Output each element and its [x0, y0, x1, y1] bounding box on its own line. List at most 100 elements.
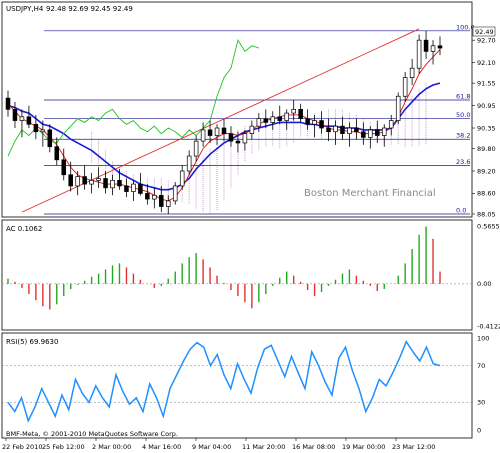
trendline-segment — [21, 28, 420, 213]
ac-tick-label: -0.4122 — [477, 322, 500, 330]
candle-bear — [277, 116, 283, 121]
last-price-label: 92.49 — [475, 28, 494, 36]
time-tick-label: 4 Mar 16:00 — [142, 443, 181, 451]
time-tick-label: 23 Mar 12:00 — [392, 443, 435, 451]
candle-bear — [235, 140, 241, 144]
candle-bear — [159, 194, 164, 207]
candle-bull — [388, 120, 394, 129]
price-tick-label: 91.55 — [477, 79, 496, 87]
rsi-title: RSI(5) 69.9630 — [6, 338, 58, 346]
ac-tick-label: 0.00 — [477, 280, 491, 288]
time-tick-label: 25 Feb 12:00 — [42, 443, 85, 451]
time-tick-label: 22 Feb 2010 — [2, 443, 42, 451]
price-tick-label: 92.70 — [477, 36, 496, 44]
time-tick-label: 16 Mar 08:00 — [292, 443, 335, 451]
candle-bull — [242, 133, 248, 144]
candle-bull — [186, 155, 192, 172]
candle-bear — [117, 180, 122, 187]
candle-bull — [193, 140, 199, 157]
fibo-label: 0.0 — [456, 207, 466, 215]
candle-bull — [200, 129, 206, 142]
candle-bull — [395, 95, 401, 121]
rsi-tick-label: 100 — [477, 334, 489, 342]
chikou-span-line — [7, 39, 259, 157]
watermark-text: Boston Merchant Financial — [304, 188, 436, 199]
fibo-label: 50.0 — [456, 111, 470, 119]
candle-bear — [361, 131, 366, 138]
copyright-text: BMF-Meta, © 2001-2010 MetaQuotes Softwar… — [6, 430, 178, 438]
candle-bull — [312, 120, 317, 125]
candle-bull — [152, 194, 157, 200]
time-axis: 22 Feb 2010 25 Feb 12:00 2 Mar 00:00 4 Mar … — [2, 438, 435, 451]
candle-bear — [124, 185, 129, 192]
candle-bull — [409, 67, 415, 78]
price-tick-label: 92.10 — [477, 59, 496, 67]
candle-bear — [5, 97, 11, 110]
candle-bull — [110, 180, 115, 189]
ohlc-readout: 92.48 92.69 92.45 92.49 — [46, 5, 133, 13]
price-tick-label: 89.20 — [477, 167, 496, 175]
ac-tick-label: 0.5655 — [477, 222, 500, 230]
candle-bear — [298, 108, 303, 120]
ac-pane-frame — [1, 219, 473, 331]
candle-bear — [375, 129, 380, 136]
time-tick-label: 19 Mar 00:00 — [342, 443, 385, 451]
candle-bull — [270, 116, 276, 123]
candle-bear — [228, 133, 234, 142]
candle-bull — [19, 116, 25, 121]
rsi-series-line — [7, 340, 441, 423]
candle-bull — [96, 178, 101, 181]
candle-bear — [145, 193, 150, 200]
candle-bear — [12, 108, 18, 121]
rsi-line: 100 70 30 0 — [2, 334, 489, 434]
candle-bear — [326, 127, 331, 133]
fibo-label: 100.0 — [456, 23, 475, 31]
candle-bear — [340, 125, 345, 134]
candle-bull — [402, 77, 408, 97]
time-tick-label: 9 Mar 04:00 — [192, 443, 231, 451]
candle-bull — [333, 125, 338, 133]
candle-bear — [33, 123, 39, 133]
candle-bull — [347, 127, 352, 134]
time-tick-label: 11 Mar 20:00 — [242, 443, 285, 451]
candle-bear — [423, 39, 429, 52]
candle-bear — [54, 146, 60, 161]
candle-bull — [131, 183, 136, 192]
price-tick-label: 90.95 — [477, 102, 496, 110]
candle-bear — [305, 118, 310, 125]
price-axis: 92.70 92.10 91.55 90.95 90.35 89.80 89.20 88.60… — [472, 36, 496, 218]
candle-bull — [430, 45, 436, 52]
fibo-label: 61.8 — [456, 92, 470, 100]
candle-bull — [284, 112, 289, 121]
candle-bull — [179, 170, 185, 187]
time-tick-label: 2 Mar 00:00 — [92, 443, 131, 451]
candle-bull — [75, 176, 80, 187]
candle-bull — [256, 118, 262, 127]
candle-bear — [68, 174, 73, 187]
candle-bull — [291, 108, 296, 114]
last-price-tag — [472, 26, 496, 37]
price-tick-label: 88.60 — [477, 190, 496, 198]
price-pane-frame — [1, 1, 473, 218]
candle-bear — [138, 183, 143, 194]
candle-bull — [165, 200, 171, 207]
candles — [5, 30, 443, 214]
candle-bear — [319, 120, 324, 129]
candle-bull — [249, 125, 255, 134]
fibo-label: 38.2 — [456, 132, 470, 140]
rsi-tick-label: 70 — [477, 362, 485, 370]
candle-bear — [103, 178, 108, 189]
candle-bull — [416, 39, 422, 69]
candle-bear — [354, 127, 359, 133]
candle-bull — [381, 127, 387, 136]
candle-bear — [82, 176, 87, 185]
rsi-tick-label: 0 — [477, 426, 481, 434]
price-tick-label: 89.80 — [477, 145, 496, 153]
price-tick-label: 90.35 — [477, 124, 496, 132]
candle-bear — [263, 118, 269, 123]
candle-bull — [40, 129, 46, 133]
candle-bear — [221, 127, 227, 134]
trendline — [21, 28, 420, 213]
